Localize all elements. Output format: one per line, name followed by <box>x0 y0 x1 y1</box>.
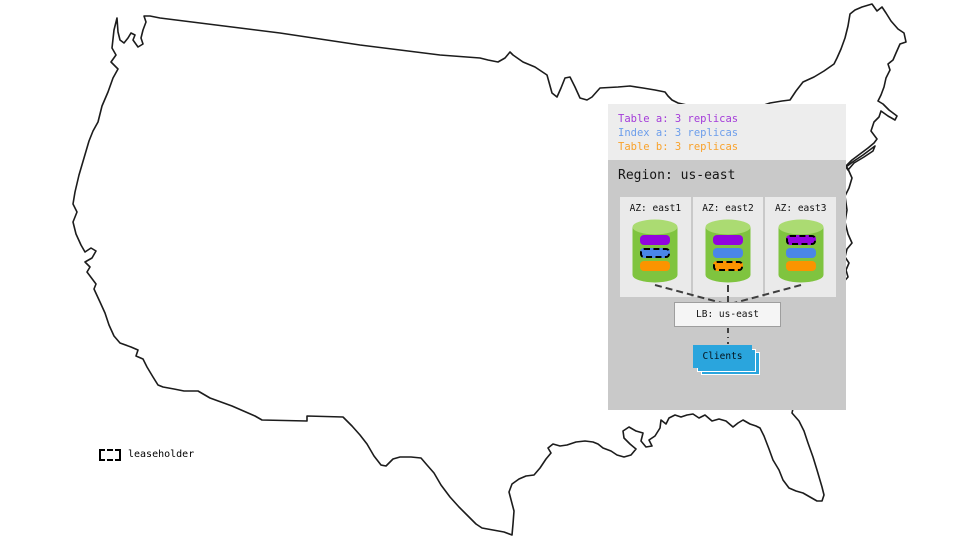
topology-panel: Table a: 3 replicas Index a: 3 replicas … <box>608 104 846 410</box>
az-label: AZ: east3 <box>774 203 827 214</box>
replica-bar-table-a <box>713 235 743 245</box>
az-label: AZ: east2 <box>702 203 754 214</box>
database-cylinder-icon <box>632 219 678 283</box>
replica-legend: Table a: 3 replicas Index a: 3 replicas … <box>608 104 846 160</box>
usa-contiguous-outline <box>72 3 907 536</box>
clients-box: Clients <box>693 345 752 368</box>
replica-bar-index-a <box>713 248 743 258</box>
az-box-east2: AZ: east2 <box>692 197 764 297</box>
database-cylinder-icon <box>778 219 824 283</box>
legend-item-table-b: Table b: 3 replicas <box>618 141 739 153</box>
leaseholder-label: leaseholder <box>128 449 195 460</box>
long-island-outline <box>845 145 876 171</box>
region-box: Region: us-east AZ: east1 AZ: east2 <box>608 160 846 410</box>
replica-bar-index-a <box>785 248 816 258</box>
replica-bar-index-a-leaseholder <box>640 248 671 258</box>
replica-bar-table-a-leaseholder <box>785 235 816 245</box>
database-cylinder-icon <box>705 219 751 283</box>
az-label: AZ: east1 <box>629 203 682 214</box>
replica-bars <box>705 235 751 271</box>
leaseholder-swatch-icon <box>99 449 121 461</box>
legend-item-index-a: Index a: 3 replicas <box>618 127 739 139</box>
region-title: Region: us-east <box>618 168 736 183</box>
replica-bars <box>778 235 824 271</box>
az-box-east1: AZ: east1 <box>620 197 691 297</box>
replica-bar-table-b <box>785 261 816 271</box>
replica-bars <box>632 235 678 271</box>
leaseholder-legend: leaseholder <box>99 449 194 461</box>
replica-bar-table-b <box>640 261 671 271</box>
clients-stack: Clients <box>693 345 760 375</box>
az-row: AZ: east1 AZ: east2 <box>620 197 837 297</box>
az-box-east3: AZ: east3 <box>765 197 837 297</box>
replica-bar-table-b-leaseholder <box>713 261 743 271</box>
load-balancer-box: LB: us-east <box>674 302 781 327</box>
replica-bar-table-a <box>640 235 671 245</box>
legend-item-table-a: Table a: 3 replicas <box>618 113 739 125</box>
